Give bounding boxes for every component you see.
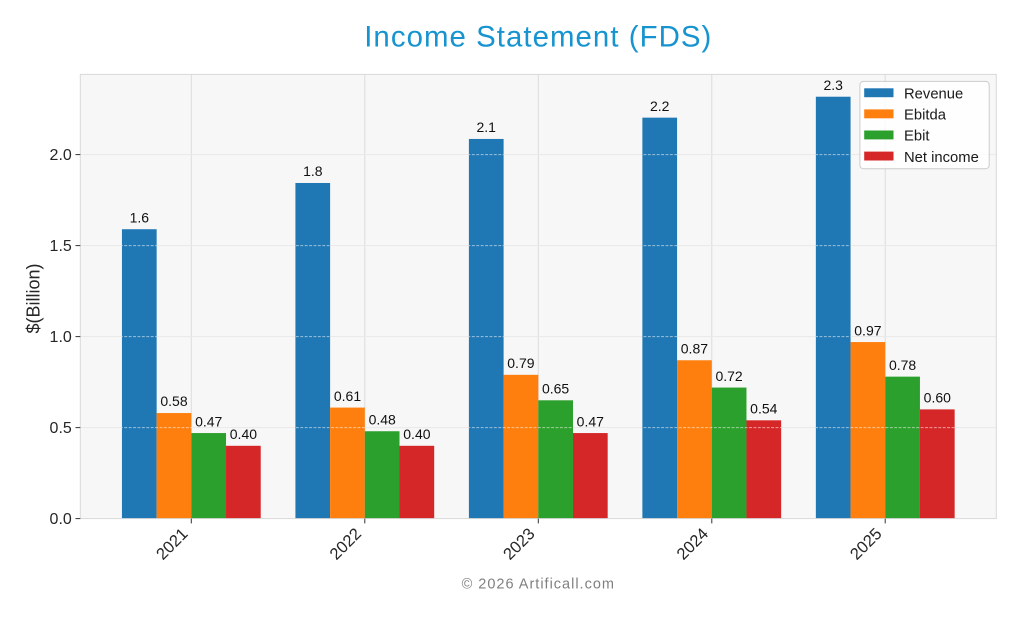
svg-text:1.5: 1.5 <box>50 238 72 255</box>
svg-text:2.0: 2.0 <box>50 147 72 164</box>
svg-text:0.97: 0.97 <box>854 322 881 338</box>
svg-text:© 2026 Artificall.com: © 2026 Artificall.com <box>462 577 615 593</box>
svg-text:1.6: 1.6 <box>130 209 150 225</box>
svg-text:0.54: 0.54 <box>750 401 777 417</box>
svg-text:0.58: 0.58 <box>160 393 187 409</box>
svg-text:0.40: 0.40 <box>403 426 430 442</box>
svg-text:0.48: 0.48 <box>369 411 396 427</box>
svg-text:Ebit: Ebit <box>904 129 930 145</box>
svg-text:Ebitda: Ebitda <box>904 108 947 124</box>
svg-text:2.3: 2.3 <box>823 77 843 93</box>
svg-text:Net income: Net income <box>904 150 979 166</box>
svg-text:2.1: 2.1 <box>476 119 496 135</box>
svg-text:0.65: 0.65 <box>542 381 569 397</box>
svg-text:$(Billion): $(Billion) <box>24 263 44 333</box>
svg-text:0.87: 0.87 <box>681 341 708 357</box>
svg-text:0.40: 0.40 <box>230 426 257 442</box>
svg-text:1.8: 1.8 <box>303 163 323 179</box>
svg-text:0.61: 0.61 <box>334 388 361 404</box>
svg-text:Revenue: Revenue <box>904 87 963 103</box>
svg-text:1.0: 1.0 <box>50 329 72 346</box>
svg-text:0.0: 0.0 <box>50 511 72 528</box>
svg-text:0.79: 0.79 <box>507 355 534 371</box>
svg-text:0.72: 0.72 <box>715 368 742 384</box>
svg-text:0.60: 0.60 <box>924 390 951 406</box>
svg-text:2.2: 2.2 <box>650 98 670 114</box>
svg-text:Income Statement (FDS): Income Statement (FDS) <box>364 20 712 53</box>
svg-text:0.47: 0.47 <box>195 413 222 429</box>
svg-text:0.47: 0.47 <box>577 413 604 429</box>
svg-text:0.78: 0.78 <box>889 357 916 373</box>
svg-text:0.5: 0.5 <box>50 420 72 437</box>
